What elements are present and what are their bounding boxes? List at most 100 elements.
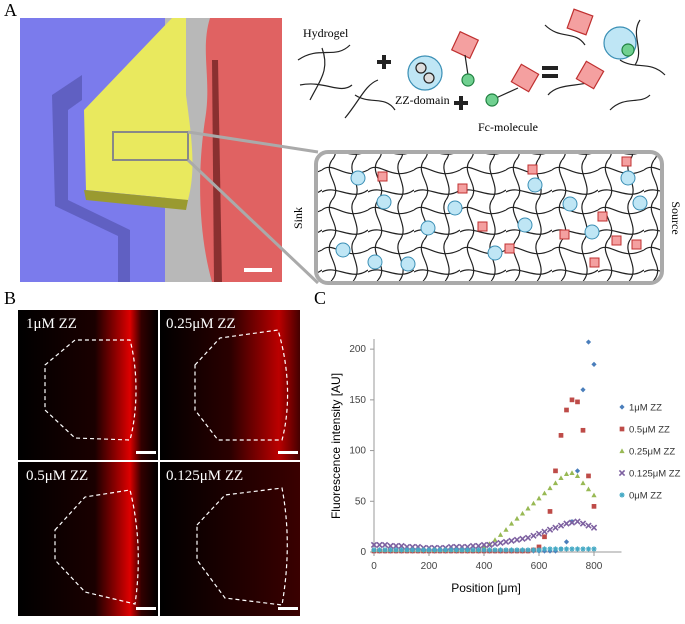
data-point [563, 471, 570, 476]
data-point [453, 547, 460, 553]
data-point [415, 547, 421, 553]
schematic-label: Fc-molecule [478, 120, 538, 134]
y-tick-label: 200 [349, 344, 366, 355]
data-point [591, 492, 597, 498]
panel-label: C [314, 288, 326, 308]
legend-marker [619, 426, 625, 432]
data-point [574, 546, 581, 552]
data-point [404, 547, 410, 553]
data-point [475, 542, 482, 550]
data-point [530, 547, 537, 553]
data-point [574, 473, 581, 479]
data-point [574, 468, 581, 474]
data-point [557, 522, 565, 529]
data-point [448, 547, 454, 553]
y-tick-label: 0 [360, 547, 366, 558]
data-point [563, 546, 570, 552]
data-point [514, 515, 520, 521]
data-point [558, 546, 564, 552]
data-point [563, 539, 570, 545]
data-point [541, 546, 548, 552]
schematic-label: Hydrogel [303, 26, 349, 40]
data-point [381, 541, 389, 549]
data-point [590, 524, 598, 531]
data-point [519, 535, 526, 542]
data-point [536, 547, 542, 553]
data-point [525, 547, 531, 553]
data-point [563, 520, 570, 527]
legend-label: 0.5μM ZZ [629, 425, 670, 436]
legend-label: 1μM ZZ [629, 403, 662, 414]
x-tick-label: 600 [531, 561, 548, 572]
data-point [442, 547, 449, 553]
legend-label: 0.125μM ZZ [629, 469, 681, 480]
data-point [585, 486, 592, 492]
data-point [541, 490, 548, 496]
y-tick-label: 150 [349, 395, 366, 406]
data-point [371, 547, 377, 553]
x-tick-label: 800 [586, 561, 603, 572]
data-point [508, 547, 515, 553]
data-point [387, 542, 394, 550]
data-point [536, 495, 542, 501]
x-tick-label: 0 [371, 561, 377, 572]
source-label: Source [669, 201, 683, 234]
data-point [591, 546, 597, 552]
data-point [497, 532, 504, 537]
data-point [574, 518, 581, 525]
zoom-box [314, 150, 664, 285]
data-point [580, 546, 586, 552]
data-point [508, 537, 515, 545]
data-point [524, 534, 532, 541]
data-point [481, 547, 487, 553]
data-point [420, 547, 427, 553]
data-point [492, 537, 498, 542]
data-point [585, 546, 592, 552]
data-point [580, 387, 586, 393]
data-point [431, 547, 438, 553]
data-point [519, 547, 526, 553]
y-axis-label: Fluorescence intensity [AU] [329, 373, 343, 519]
data-point [569, 470, 575, 475]
data-point [580, 427, 586, 433]
data-point [525, 505, 531, 511]
data-point [513, 536, 521, 543]
data-point [546, 526, 554, 533]
data-point [547, 509, 553, 514]
data-point [497, 547, 504, 553]
data-point [469, 542, 477, 550]
data-point [464, 547, 471, 553]
data-point [370, 541, 378, 549]
data-point [547, 485, 553, 491]
data-point [491, 540, 499, 548]
micrograph-label: 0.25μM ZZ [166, 316, 236, 332]
schematic [297, 8, 666, 119]
data-point [387, 547, 394, 553]
data-point [398, 547, 405, 553]
data-point [552, 524, 559, 531]
data-point [558, 433, 564, 438]
data-point [376, 547, 383, 553]
data-point [486, 547, 493, 553]
data-point [392, 542, 400, 550]
data-point [376, 541, 383, 549]
legend-marker [619, 404, 625, 410]
data-point [503, 527, 509, 532]
device-render [20, 18, 320, 285]
schematic-label: ZZ-domain [395, 93, 450, 107]
data-point [503, 547, 509, 553]
data-point [547, 546, 553, 552]
legend-label: 0.25μM ZZ [629, 447, 675, 458]
panel-label: B [4, 288, 16, 308]
data-point [575, 399, 580, 405]
legend-label: 0μM ZZ [629, 491, 662, 502]
legend-marker [618, 469, 626, 477]
data-point [569, 397, 575, 403]
data-point [591, 361, 597, 367]
data-point [586, 473, 591, 479]
data-point [480, 541, 488, 549]
y-tick-label: 50 [355, 496, 367, 507]
data-point [393, 547, 399, 553]
micrographs [18, 310, 300, 616]
